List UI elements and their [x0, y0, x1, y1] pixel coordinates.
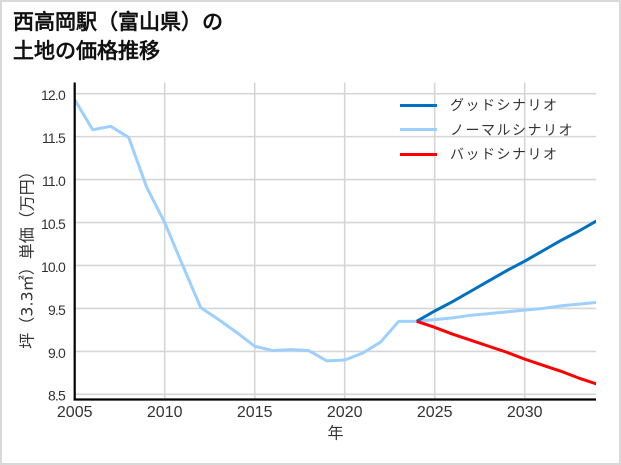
legend-swatch-bad [400, 152, 437, 156]
y-tick-label: 11.5 [42, 130, 66, 146]
x-tick-label: 2005 [57, 404, 93, 421]
x-tick-label: 2025 [417, 404, 453, 421]
chart-title-line1: 西高岡駅（富山県）の [13, 10, 223, 34]
tick-labels: 8.5 9.0 9.5 10.0 10.5 11.0 11.5 12.0 2005 2010 201… [41, 87, 543, 421]
x-axis-label: 年 [327, 424, 343, 443]
chart-title-line2: 土地の価格推移 [13, 38, 160, 63]
x-tick-label: 2015 [237, 404, 273, 421]
y-tick-label: 8.5 [48, 388, 66, 404]
x-tick-label: 2030 [507, 404, 543, 421]
legend-label-normal: ノーマルシナリオ [450, 122, 574, 139]
y-tick-label: 9.0 [48, 345, 66, 361]
gridlines [73, 82, 596, 400]
y-axis-label: 坪（3.3㎡）単価（万円） [18, 163, 37, 348]
legend-label-good: グッドシナリオ [450, 98, 559, 115]
legend-swatch-good [400, 103, 437, 107]
x-tick-label: 2020 [327, 404, 363, 421]
legend-swatch-normal [400, 128, 437, 132]
y-tick-label: 11.0 [42, 173, 66, 189]
legend-label-bad: バッドシナリオ [450, 147, 559, 164]
series-line-1 [74, 98, 596, 363]
legend-item-bad: バッドシナリオ [400, 142, 574, 167]
y-tick-label: 12.0 [41, 87, 66, 103]
axes [73, 82, 596, 401]
y-tick-label: 10.5 [41, 216, 66, 232]
legend-item-normal: ノーマルシナリオ [400, 118, 574, 143]
chart-legend: グッドシナリオ ノーマルシナリオ バッドシナリオ [400, 93, 574, 167]
series-line-0 [415, 219, 596, 323]
y-tick-label: 9.5 [48, 302, 66, 318]
legend-item-good: グッドシナリオ [400, 93, 574, 118]
series-line-2 [416, 319, 596, 386]
y-tick-label: 10.0 [41, 259, 66, 275]
chart-title: 西高岡駅（富山県）の 土地の価格推移 [13, 8, 223, 65]
x-tick-label: 2010 [147, 404, 183, 421]
series-lines [74, 98, 596, 386]
